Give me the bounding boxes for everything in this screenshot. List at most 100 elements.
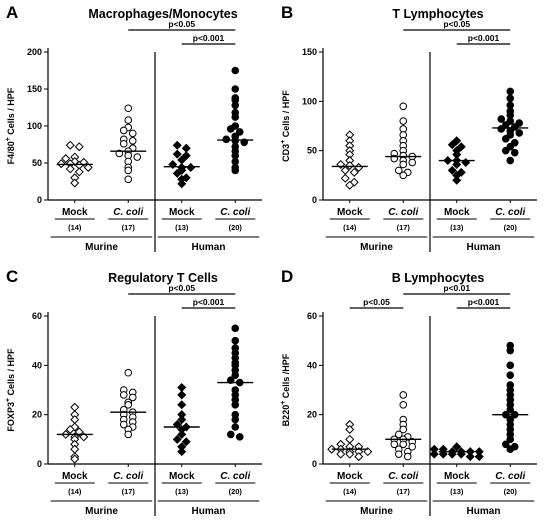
data-point — [65, 164, 75, 174]
p-value-label: p<0.001 — [468, 33, 500, 43]
p-value-label: p<0.01 — [443, 283, 470, 293]
data-point — [497, 115, 506, 123]
p-value-label: p<0.05 — [168, 19, 195, 29]
data-point — [390, 440, 399, 449]
data-point — [231, 371, 240, 379]
y-tick-label: 0 — [312, 195, 317, 205]
y-label-main: FOXP3 — [6, 402, 16, 432]
group-label: Human — [467, 242, 501, 253]
data-point — [452, 159, 462, 169]
data-point — [124, 116, 133, 124]
panel-c: C Regulatory T Cells FOXP3+ Cells / HPF 0 20… — [0, 264, 275, 528]
y-tick-label: 40 — [307, 360, 317, 370]
y-tick-label: 20 — [307, 410, 317, 420]
data-point — [336, 159, 346, 169]
data-point — [345, 434, 355, 444]
y-label-sup: + — [5, 137, 12, 141]
data-point — [231, 401, 240, 409]
data-point — [394, 450, 403, 458]
category-label: Mock — [444, 207, 470, 218]
data-point — [506, 445, 515, 453]
data-point — [61, 154, 71, 164]
data-point — [345, 449, 355, 459]
y-axis-label: FOXP3+ Cells / HPF — [5, 348, 16, 432]
data-point — [349, 167, 359, 177]
y-tick-label: 0 — [37, 195, 42, 205]
data-point — [177, 390, 187, 400]
data-point — [70, 157, 80, 167]
data-point — [65, 140, 75, 150]
data-point — [345, 424, 355, 434]
chart-title: B Lymphocytes — [392, 271, 485, 285]
data-point — [70, 402, 80, 412]
data-point — [119, 391, 128, 399]
data-point — [399, 102, 408, 111]
data-point — [124, 175, 133, 184]
data-point — [119, 139, 128, 148]
panel-a: A Macrophages/Monocytes F4/80+ Cells / HPF… — [0, 0, 275, 264]
data-point — [65, 424, 75, 434]
data-point — [70, 454, 80, 464]
data-point — [181, 143, 191, 153]
data-point — [177, 383, 187, 393]
data-point — [181, 437, 191, 447]
y-label-main: B220 — [281, 405, 291, 427]
category-label: Mock — [444, 471, 470, 482]
data-point — [231, 336, 240, 345]
data-point — [231, 101, 240, 110]
data-point — [172, 434, 182, 444]
n-label: (14) — [343, 223, 357, 232]
data-point — [231, 415, 240, 424]
data-point — [124, 401, 133, 409]
data-point — [124, 166, 133, 175]
group-label: Human — [467, 506, 501, 517]
data-point — [506, 156, 515, 165]
data-point — [452, 442, 462, 452]
data-point — [128, 137, 137, 145]
data-point — [510, 148, 519, 157]
data-point — [345, 180, 355, 190]
category-label: C. coli — [220, 207, 250, 218]
data-point — [177, 447, 187, 457]
n-label: (14) — [343, 487, 357, 496]
category-label: C. coli — [388, 207, 418, 218]
y-tick-label: 20 — [32, 410, 42, 420]
data-point — [447, 165, 457, 175]
data-point — [74, 427, 84, 437]
data-point — [506, 346, 515, 355]
p-value-label: p<0.001 — [193, 297, 225, 307]
y-tick-label: 50 — [307, 146, 317, 156]
data-point — [501, 440, 510, 449]
data-point — [231, 324, 240, 333]
category-label: C. coli — [113, 207, 143, 218]
data-point — [452, 136, 462, 146]
data-point — [354, 452, 364, 462]
panel-letter: A — [6, 3, 18, 22]
panel-d: D B Lymphocytes B220+ Cells /HPF 0 20 40 60 Moc… — [275, 264, 550, 528]
category-label: C. coli — [220, 471, 250, 482]
y-axis-label: B220+ Cells /HPF — [280, 353, 291, 426]
y-tick-label: 100 — [27, 121, 42, 131]
data-point — [181, 151, 191, 161]
y-tick-label: 0 — [37, 459, 42, 469]
data-point — [399, 117, 408, 125]
data-point — [399, 401, 408, 409]
n-label: (20) — [229, 487, 243, 496]
y-label-sup: + — [280, 401, 287, 405]
data-point — [497, 125, 506, 133]
group-label: Murine — [360, 242, 393, 253]
y-label-rest: Cells / HPF — [6, 87, 16, 137]
category-label: Mock — [62, 207, 88, 218]
y-tick-label: 200 — [27, 47, 42, 57]
data-point — [231, 423, 240, 431]
data-point — [79, 157, 89, 167]
y-tick-label: 50 — [32, 158, 42, 168]
data-point — [222, 135, 231, 144]
category-label: Mock — [337, 207, 363, 218]
data-point — [408, 158, 417, 167]
data-point — [506, 361, 515, 370]
data-point — [226, 125, 235, 133]
n-label: (17) — [397, 223, 411, 232]
n-label: (17) — [397, 487, 411, 496]
data-point — [399, 425, 408, 434]
